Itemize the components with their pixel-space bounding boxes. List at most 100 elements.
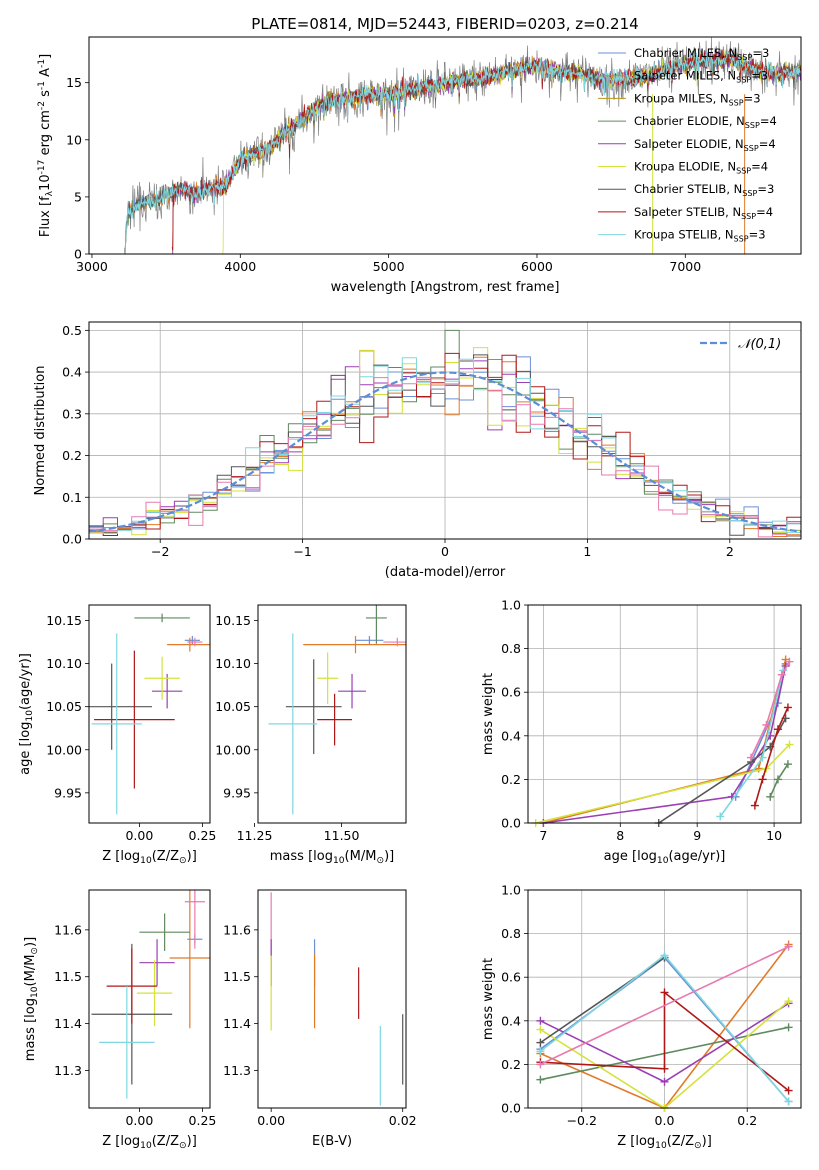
x-tick-label: 11.50	[324, 828, 360, 843]
x-tick-label: 0.00	[125, 828, 153, 843]
x-axis-label: Z [log10​(Z/Z⊙​)]	[617, 1134, 712, 1151]
y-tick-label: 0.2	[501, 1057, 521, 1072]
y-axis-label: age [log10​(age/yr)]	[18, 653, 35, 775]
errorbar-point	[184, 636, 200, 645]
x-tick-label: 0.25	[189, 1113, 217, 1128]
errorbar-point	[365, 605, 387, 644]
x-tick-label: 4000	[224, 259, 256, 274]
x-tick-label: 0.00	[257, 1113, 285, 1128]
y-tick-label: 11.5	[223, 969, 251, 984]
x-tick-label: 0.0	[655, 1113, 675, 1128]
y-tick-label: 15	[66, 75, 82, 90]
weight-marker	[762, 720, 771, 729]
y-axis-label: mass weight	[481, 673, 496, 755]
y-axis-label: mass [log10​(M/M⊙​)]	[23, 937, 40, 1061]
errorbar-point	[303, 636, 406, 654]
legend-entry: Salpeter ELODIE, NSSP​=4	[634, 137, 776, 153]
legend-entry: Salpeter STELIB, NSSP​=4	[634, 205, 773, 221]
weight-marker	[783, 760, 792, 769]
y-tick-label: 0.0	[62, 532, 82, 547]
x-tick-label: 11.25	[237, 828, 273, 843]
errorbar-point	[94, 650, 175, 789]
y-tick-label: 1.0	[501, 598, 521, 613]
y-tick-label: 10.10	[46, 656, 82, 671]
y-tick-label: 11.6	[54, 922, 82, 937]
errorbar-point	[89, 663, 153, 750]
y-tick-label: 0.8	[501, 926, 521, 941]
x-axis-label: (data-model)/error	[385, 565, 506, 580]
y-tick-label: 0.2	[62, 448, 82, 463]
x-tick-label: 10	[766, 828, 782, 843]
residual-legend: 𝒩(0,1)	[700, 337, 781, 352]
legend-entry: Chabrier ELODIE, NSSP​=4	[634, 114, 777, 130]
weight-marker	[660, 988, 669, 997]
y-tick-label: 11.4	[54, 1016, 82, 1031]
x-tick-label: 7000	[669, 259, 701, 274]
weight-line	[769, 763, 789, 798]
axes-frame	[527, 604, 802, 824]
mass_EBV-axes: 0.00 0.02 11.3 11.4 11.5 11.6 E(B-V)	[223, 922, 416, 1149]
x-axis-label: age [log10​(age/yr)]	[604, 849, 726, 866]
x-tick-label: 0	[441, 544, 449, 559]
x-axis-label: wavelength [Angstrom, rest frame]	[331, 280, 560, 295]
errorbar-point	[91, 633, 142, 815]
y-tick-label: 10.05	[46, 699, 82, 714]
x-tick-label: 5000	[373, 259, 405, 274]
x-axis-label: E(B-V)	[312, 1134, 352, 1149]
x-tick-label: 2	[726, 544, 734, 559]
legend-entry: Salpeter MILES, NSSP​=3	[634, 69, 768, 85]
weight-marker	[536, 1025, 545, 1034]
axes-frame	[88, 604, 211, 824]
weight-marker	[747, 753, 756, 762]
x-tick-label: −1	[293, 544, 311, 559]
x-tick-label: 8	[616, 828, 624, 843]
x-tick-label: −0.2	[567, 1113, 597, 1128]
y-tick-label: 9.95	[54, 785, 82, 800]
weight-marker	[536, 1038, 545, 1047]
spectrum-model-line	[171, 48, 801, 251]
y-tick-label: 0.1	[62, 490, 82, 505]
y-tick-label: 11.6	[223, 922, 251, 937]
errorbar-point	[383, 637, 406, 647]
y-tick-label: 0.5	[62, 323, 82, 338]
errorbar-point	[136, 960, 173, 1026]
weight_age-axes: 7 8 9 10 0.0 0.2 0.4 0.6 0.8 1.0 age [log10​(age/y…	[481, 598, 801, 866]
y-axis-label: mass weight	[481, 958, 496, 1040]
y-tick-label: 0.3	[62, 406, 82, 421]
errorbar-point	[167, 637, 210, 652]
y-tick-label: 11.3	[54, 1063, 82, 1078]
weight-line	[540, 945, 789, 1066]
weight-line	[540, 990, 790, 1092]
errorbar-point	[134, 613, 190, 623]
legend-entry: Kroupa STELIB, NSSP​=3	[634, 228, 766, 244]
y-tick-label: 10.15	[215, 613, 251, 628]
weight-marker	[536, 1060, 545, 1069]
y-tick-label: 0.6	[501, 970, 521, 985]
legend-entry: Chabrier STELIB, NSSP​=3	[634, 182, 774, 198]
weight-marker	[784, 1097, 793, 1106]
errorbar-point	[152, 673, 183, 709]
x-tick-label: 7	[539, 828, 547, 843]
x-tick-label: 0.02	[389, 1113, 417, 1128]
x-tick-label: 1	[583, 544, 591, 559]
errorbar-point	[99, 986, 155, 1099]
y-tick-label: 0	[74, 247, 82, 262]
weight-marker	[750, 801, 759, 810]
axes-frame	[257, 604, 407, 824]
y-tick-label: 10.05	[215, 699, 251, 714]
axes-frame	[527, 889, 802, 1109]
y-tick-label: 10.00	[46, 742, 82, 757]
weight-line	[539, 1000, 790, 1108]
x-axis-label: Z [log10​(Z/Z⊙​)]	[102, 1134, 197, 1151]
y-tick-label: 0.4	[501, 728, 521, 743]
y-tick-label: 0.8	[501, 641, 521, 656]
legend-entry: Kroupa ELODIE, NSSP​=4	[634, 160, 768, 176]
weight-marker	[754, 764, 763, 773]
errorbar-point	[285, 659, 342, 755]
y-axis-label: Normed distribution	[33, 366, 48, 496]
x-tick-label: 0.2	[737, 1113, 757, 1128]
y-tick-label: 9.95	[223, 785, 251, 800]
weight-line	[750, 661, 791, 758]
x-tick-label: 0.00	[125, 1113, 153, 1128]
y-tick-label: 0.4	[62, 365, 82, 380]
